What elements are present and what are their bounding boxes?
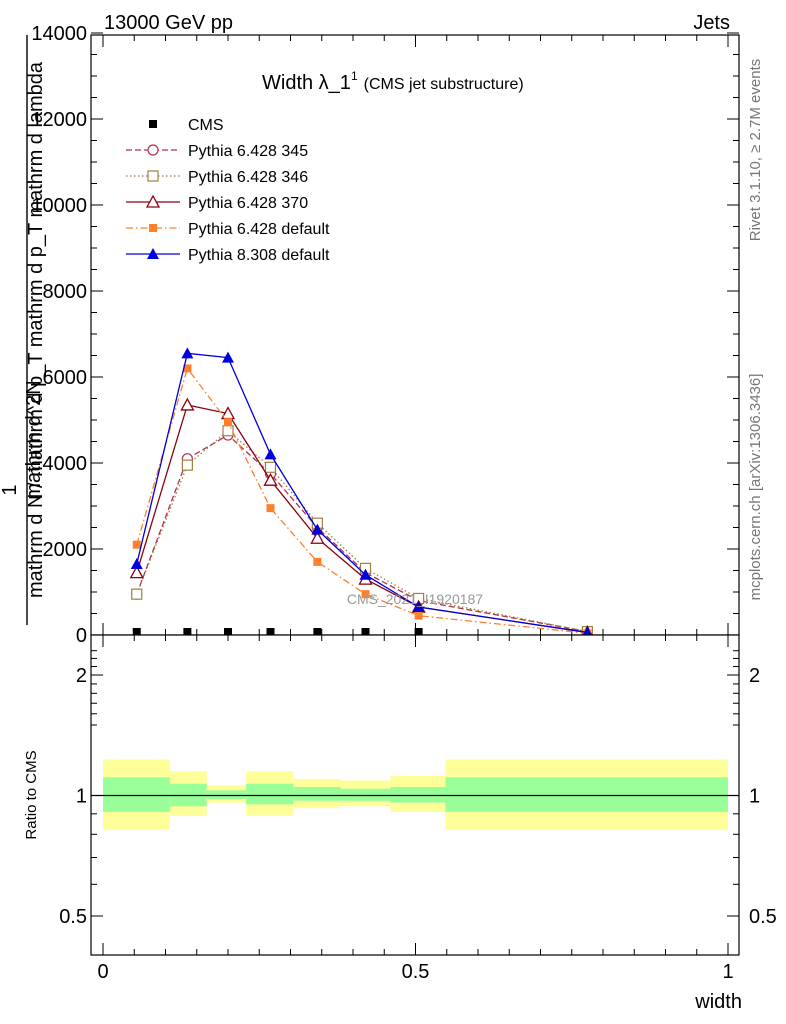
x-tick-label: 0.5 (402, 961, 430, 983)
analysis-watermark: CMS_2021_I1920187 (347, 591, 483, 607)
series-line-pythia-6-428-default (136, 366, 588, 634)
ratio-band-inner (103, 777, 170, 812)
plot-title: Width λ_11 (CMS jet substructure) (262, 69, 524, 94)
main-ylabel-top: 1 (0, 484, 21, 495)
plot-title-main: Width λ_1 (262, 72, 351, 94)
series-line-pythia-6-428-346 (136, 429, 588, 633)
series-line-pythia-8-308-default (136, 352, 588, 634)
ratio-y-tick-label-right: 1 (749, 786, 760, 808)
header-process-label: 13000 GeV pp (104, 12, 233, 34)
legend-label-pythia-6-428-default: Pythia 6.428 default (188, 221, 330, 238)
data-point-pythia-8-308-default (130, 558, 143, 570)
main-y-tick-label: 14000 (31, 23, 87, 45)
ratio-y-tick-label-right: 0.5 (749, 906, 777, 928)
main-y-tick-label: 2000 (43, 539, 88, 561)
data-point-pythia-6-428-370 (129, 565, 144, 579)
data-point-cms (224, 628, 232, 636)
data-point-cms (414, 628, 423, 636)
ratio-band-inner (206, 790, 247, 800)
ratio-y-tick-label: 0.5 (59, 906, 87, 928)
legend-label-cms: CMS (188, 117, 224, 134)
legend-marker-pythia-6-428-345 (147, 144, 159, 156)
legend-label-pythia-6-428-345: Pythia 6.428 345 (188, 143, 308, 160)
main-y-tick-label: 6000 (43, 367, 88, 389)
data-point-pythia-6-428-346 (181, 459, 193, 471)
legend-label-pythia-6-428-346: Pythia 6.428 346 (188, 169, 308, 186)
data-point-cms (313, 628, 322, 636)
ratio-y-tick-label: 1 (76, 786, 87, 808)
data-point-pythia-6-428-default (132, 540, 141, 549)
legend-marker-pythia-6-428-default (149, 224, 157, 232)
plot-title-superscript: 1 (351, 69, 358, 83)
ratio-bands (103, 759, 728, 830)
main-series-group (129, 347, 595, 639)
ratio-band-inner (390, 787, 446, 803)
main-y-tick-label: 8000 (43, 281, 88, 303)
main-ylabel-numerator: mathrm d^2N (23, 380, 45, 499)
legend-marker-pythia-8-308-default (147, 248, 159, 259)
x-tick-label: 1 (722, 961, 733, 983)
legend-marker-cms (149, 120, 157, 128)
data-point-pythia-6-428-default (183, 364, 192, 373)
legend-marker-pythia-6-428-370 (145, 194, 161, 208)
main-y-tick-label: 12000 (31, 109, 87, 131)
ratio-band-inner (246, 783, 294, 805)
header-group-label: Jets (693, 12, 730, 34)
ratio-band-inner (445, 777, 728, 812)
data-point-cms (132, 628, 141, 636)
ratio-panel-frame (90, 634, 740, 956)
main-axis-ticks: 0 2000 4000 6000 8000 10000 12000 14000 (31, 23, 739, 647)
mcplots-label: mcplots.cern.ch [arXiv:1306.3436] (747, 374, 764, 601)
data-point-pythia-6-428-370 (180, 397, 195, 411)
x-tick-label: 0 (97, 961, 108, 983)
data-point-pythia-6-428-default (266, 504, 275, 513)
data-point-cms (361, 628, 370, 636)
main-y-tick-label: 4000 (43, 453, 88, 475)
data-point-pythia-6-428-370 (263, 472, 278, 486)
main-y-tick-label: 10000 (31, 195, 87, 217)
main-ylabel-denominator: mathrm d N / mathrm d p_T mathrm d p_T m… (25, 61, 47, 598)
data-point-pythia-8-308-default (359, 568, 372, 580)
data-point-pythia-6-428-346 (131, 588, 143, 600)
data-point-pythia-8-308-default (412, 601, 425, 613)
data-point-pythia-8-308-default (264, 448, 277, 460)
data-point-cms (266, 628, 275, 636)
data-point-pythia-6-428-default (224, 418, 232, 427)
ratio-ylabel: Ratio to CMS (23, 750, 40, 839)
x-axis-label: width (694, 991, 742, 1013)
legend-label-pythia-8-308-default: Pythia 8.308 default (188, 247, 330, 264)
ratio-panel: 0.5 0.5 1 1 2 2 0 0.5 1 (59, 634, 777, 983)
ratio-axis-ticks: 0.5 0.5 1 1 2 2 0 0.5 1 (59, 635, 777, 983)
data-point-pythia-8-308-default (181, 347, 194, 359)
ratio-band-inner (340, 788, 391, 801)
data-point-pythia-6-428-default (313, 557, 322, 566)
main-panel: 0 2000 4000 6000 8000 10000 12000 14000 CMS_202… (31, 23, 740, 647)
data-point-cms (183, 628, 192, 636)
data-point-pythia-8-308-default (311, 523, 324, 535)
ratio-band-inner (293, 787, 341, 801)
legend-label-pythia-6-428-370: Pythia 6.428 370 (188, 195, 308, 212)
data-point-pythia-8-308-default (222, 351, 234, 363)
ratio-y-tick-label: 2 (76, 665, 87, 687)
ratio-y-tick-label-right: 2 (749, 665, 760, 687)
plot-title-subtitle: (CMS jet substructure) (364, 76, 524, 93)
main-y-tick-label: 0 (76, 625, 87, 647)
data-point-pythia-6-428-370 (310, 530, 325, 544)
series-line-pythia-6-428-345 (136, 434, 588, 633)
main-panel-background (91, 35, 739, 635)
data-point-pythia-6-428-346 (222, 425, 234, 437)
data-point-pythia-6-428-default (361, 590, 370, 599)
legend-marker-pythia-6-428-346 (147, 170, 159, 182)
data-point-pythia-6-428-346 (264, 461, 277, 473)
legend: CMS Pythia 6.428 345 Pythia 6.428 346 Pythi… (126, 117, 330, 264)
rivet-version-label: Rivet 3.1.10, ≥ 2.7M events (747, 59, 764, 242)
data-point-pythia-6-428-default (414, 611, 423, 620)
